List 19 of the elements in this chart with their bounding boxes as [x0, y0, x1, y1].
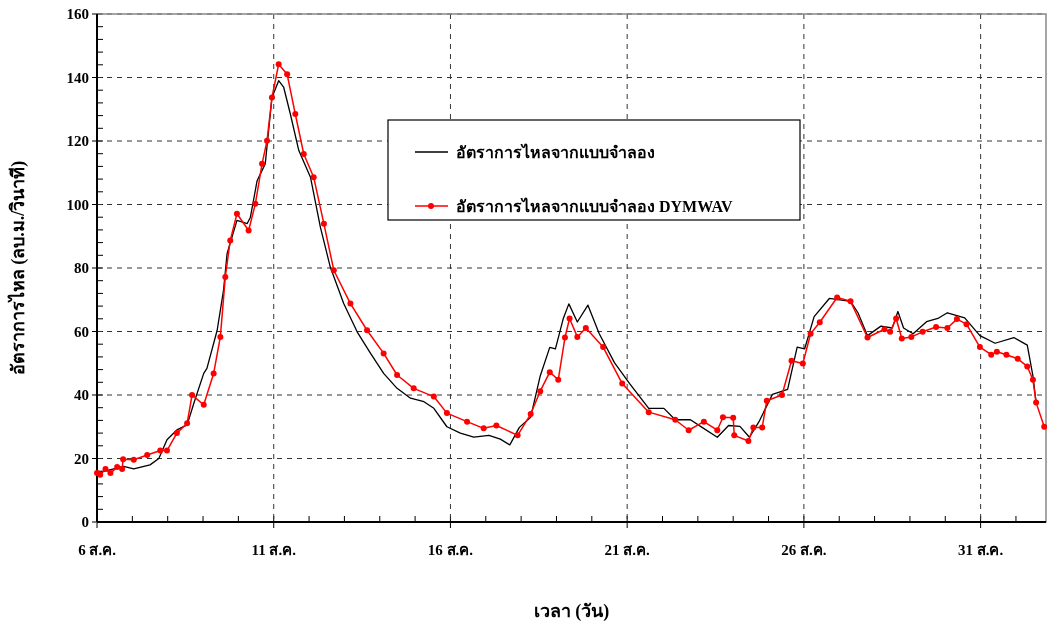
y-tick-label: 20 — [74, 450, 89, 467]
x-tick-label: 21 ส.ค. — [604, 542, 651, 558]
x-axis-title: เวลา (วัน) — [533, 601, 610, 622]
y-tick-label: 140 — [66, 69, 89, 86]
x-tick-label: 16 ส.ค. — [427, 542, 474, 558]
y-tick-label: 120 — [66, 133, 89, 149]
y-axis-title: อัตราการไหล (ลบ.ม./วินาที) — [7, 160, 29, 376]
y-tick-label: 0 — [81, 514, 89, 530]
x-tick-label: 11 ส.ค. — [251, 542, 297, 558]
y-tick-label: 40 — [74, 387, 89, 403]
legend-label: อัตราการไหลจากแบบจำลอง — [456, 143, 655, 161]
x-tick-label: 6 ส.ค. — [78, 542, 117, 558]
y-tick-label: 60 — [74, 323, 89, 340]
y-tick-label: 100 — [66, 196, 89, 213]
x-tick-label: 26 ส.ค. — [781, 542, 827, 558]
y-tick-label: 160 — [66, 6, 89, 22]
legend-label: อัตราการไหลจากแบบจำลอง DYMWAV — [456, 197, 733, 215]
y-tick-label: 80 — [74, 260, 89, 276]
x-tick-label: 31 ส.ค. — [957, 542, 1004, 558]
